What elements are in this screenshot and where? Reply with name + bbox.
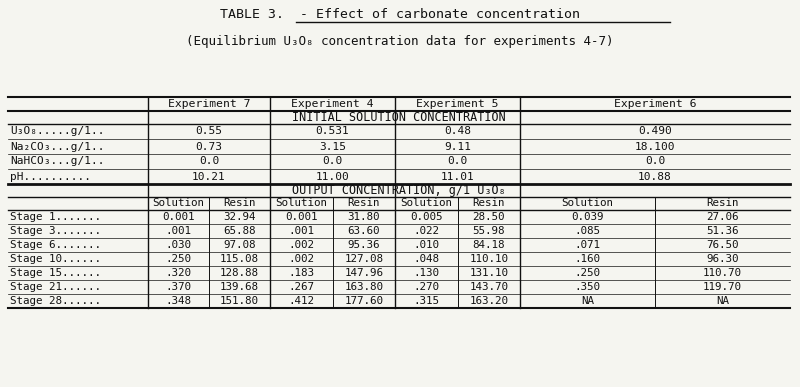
- Text: 0.73: 0.73: [195, 142, 222, 151]
- Text: .002: .002: [288, 240, 314, 250]
- Text: 27.06: 27.06: [706, 212, 738, 222]
- Text: 0.0: 0.0: [199, 156, 219, 166]
- Text: 11.00: 11.00: [316, 171, 350, 182]
- Text: Solution: Solution: [275, 199, 327, 209]
- Text: 147.96: 147.96: [344, 268, 383, 278]
- Text: .002: .002: [288, 254, 314, 264]
- Text: .010: .010: [414, 240, 439, 250]
- Text: .250: .250: [166, 254, 191, 264]
- Text: Stage 15......: Stage 15......: [10, 268, 101, 278]
- Text: Stage 6.......: Stage 6.......: [10, 240, 101, 250]
- Text: INITIAL SOLUTION CONCENTRATION: INITIAL SOLUTION CONCENTRATION: [292, 111, 506, 124]
- Text: Resin: Resin: [223, 199, 256, 209]
- Text: OUTPUT CONCENTRATION, g/1 U₃O₈: OUTPUT CONCENTRATION, g/1 U₃O₈: [292, 184, 506, 197]
- Text: 10.21: 10.21: [192, 171, 226, 182]
- Text: 177.60: 177.60: [344, 296, 383, 306]
- Text: .001: .001: [166, 226, 191, 236]
- Text: 143.70: 143.70: [470, 282, 508, 292]
- Text: 115.08: 115.08: [220, 254, 259, 264]
- Text: .320: .320: [166, 268, 191, 278]
- Text: U₃O₈.....g/1..: U₃O₈.....g/1..: [10, 127, 105, 137]
- Text: 0.531: 0.531: [316, 127, 350, 137]
- Text: 9.11: 9.11: [444, 142, 471, 151]
- Text: 151.80: 151.80: [220, 296, 259, 306]
- Text: .412: .412: [288, 296, 314, 306]
- Text: 163.80: 163.80: [344, 282, 383, 292]
- Text: .250: .250: [574, 268, 601, 278]
- Text: 163.20: 163.20: [470, 296, 508, 306]
- Text: .350: .350: [574, 282, 601, 292]
- Text: 11.01: 11.01: [441, 171, 474, 182]
- Text: 0.0: 0.0: [447, 156, 468, 166]
- Text: Resin: Resin: [473, 199, 505, 209]
- Text: NA: NA: [716, 296, 729, 306]
- Text: 28.50: 28.50: [473, 212, 505, 222]
- Text: 0.490: 0.490: [638, 127, 672, 137]
- Text: Experiment 6: Experiment 6: [614, 99, 696, 109]
- Text: 95.36: 95.36: [347, 240, 380, 250]
- Text: .370: .370: [166, 282, 191, 292]
- Text: Resin: Resin: [347, 199, 380, 209]
- Text: Solution: Solution: [400, 199, 452, 209]
- Text: 3.15: 3.15: [319, 142, 346, 151]
- Text: 128.88: 128.88: [220, 268, 259, 278]
- Text: .315: .315: [414, 296, 439, 306]
- Text: 55.98: 55.98: [473, 226, 505, 236]
- Text: 139.68: 139.68: [220, 282, 259, 292]
- Text: Stage 10......: Stage 10......: [10, 254, 101, 264]
- Text: 0.001: 0.001: [162, 212, 194, 222]
- Text: 0.005: 0.005: [410, 212, 442, 222]
- Text: Resin: Resin: [706, 199, 738, 209]
- Text: .048: .048: [414, 254, 439, 264]
- Text: Experiment 4: Experiment 4: [291, 99, 374, 109]
- Text: 84.18: 84.18: [473, 240, 505, 250]
- Text: .130: .130: [414, 268, 439, 278]
- Text: Experiment 7: Experiment 7: [168, 99, 250, 109]
- Text: .085: .085: [574, 226, 601, 236]
- Text: 110.70: 110.70: [703, 268, 742, 278]
- Text: 131.10: 131.10: [470, 268, 508, 278]
- Text: 32.94: 32.94: [223, 212, 256, 222]
- Text: 0.001: 0.001: [285, 212, 318, 222]
- Text: 10.88: 10.88: [638, 171, 672, 182]
- Text: .001: .001: [288, 226, 314, 236]
- Text: 0.039: 0.039: [571, 212, 604, 222]
- Text: .348: .348: [166, 296, 191, 306]
- Text: 65.88: 65.88: [223, 226, 256, 236]
- Text: 63.60: 63.60: [347, 226, 380, 236]
- Text: 97.08: 97.08: [223, 240, 256, 250]
- Text: .183: .183: [288, 268, 314, 278]
- Text: 0.55: 0.55: [195, 127, 222, 137]
- Text: Stage 1.......: Stage 1.......: [10, 212, 101, 222]
- Text: .267: .267: [288, 282, 314, 292]
- Text: 96.30: 96.30: [706, 254, 738, 264]
- Text: Experiment 5: Experiment 5: [416, 99, 498, 109]
- Text: Na₂CO₃...g/1..: Na₂CO₃...g/1..: [10, 142, 105, 151]
- Text: (Equilibrium U₃O₈ concentration data for experiments 4-7): (Equilibrium U₃O₈ concentration data for…: [186, 36, 614, 48]
- Text: .030: .030: [166, 240, 191, 250]
- Text: Solution: Solution: [562, 199, 614, 209]
- Text: 110.10: 110.10: [470, 254, 508, 264]
- Text: 76.50: 76.50: [706, 240, 738, 250]
- Text: NaHCO₃...g/1..: NaHCO₃...g/1..: [10, 156, 105, 166]
- Text: 51.36: 51.36: [706, 226, 738, 236]
- Text: 0.0: 0.0: [645, 156, 665, 166]
- Text: 0.0: 0.0: [322, 156, 342, 166]
- Text: Solution: Solution: [153, 199, 205, 209]
- Text: .022: .022: [414, 226, 439, 236]
- Text: TABLE 3.  - Effect of carbonate concentration: TABLE 3. - Effect of carbonate concentra…: [220, 9, 580, 22]
- Text: 127.08: 127.08: [344, 254, 383, 264]
- Text: .160: .160: [574, 254, 601, 264]
- Text: pH..........: pH..........: [10, 171, 91, 182]
- Text: .071: .071: [574, 240, 601, 250]
- Text: NA: NA: [581, 296, 594, 306]
- Text: Stage 28......: Stage 28......: [10, 296, 101, 306]
- Text: Stage 21......: Stage 21......: [10, 282, 101, 292]
- Text: 0.48: 0.48: [444, 127, 471, 137]
- Text: 119.70: 119.70: [703, 282, 742, 292]
- Text: 31.80: 31.80: [347, 212, 380, 222]
- Text: Stage 3.......: Stage 3.......: [10, 226, 101, 236]
- Text: 18.100: 18.100: [634, 142, 675, 151]
- Text: .270: .270: [414, 282, 439, 292]
